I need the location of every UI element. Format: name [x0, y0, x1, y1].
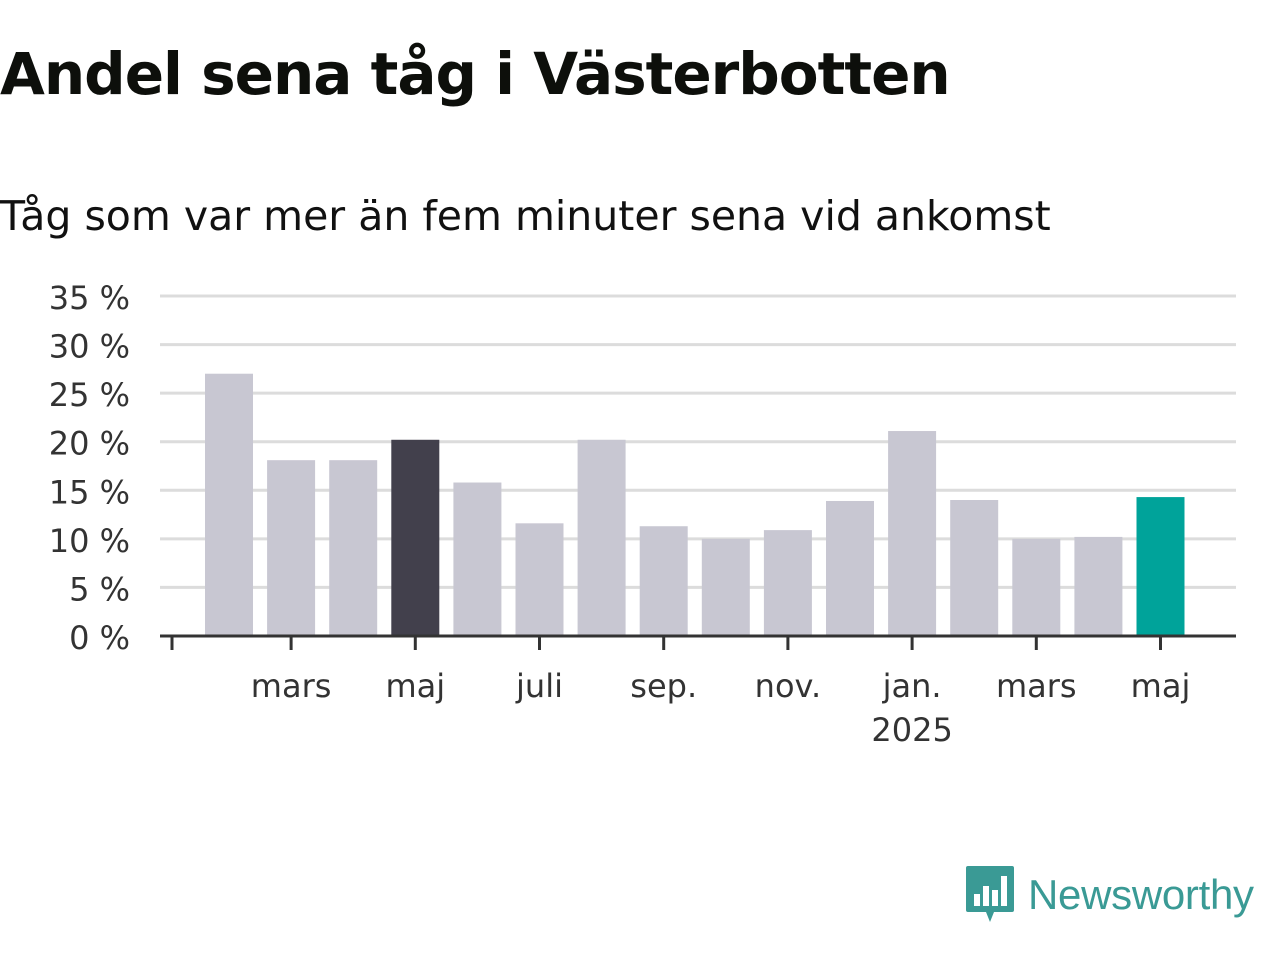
bar — [267, 460, 316, 636]
bar — [1012, 538, 1061, 636]
y-tick-label: 25 % — [49, 376, 130, 414]
bar — [329, 460, 378, 636]
bar — [950, 500, 999, 636]
bar — [826, 500, 874, 636]
axes — [160, 634, 1236, 650]
bar — [1074, 536, 1123, 636]
bar — [763, 530, 812, 636]
newsworthy-logo-icon — [966, 866, 1014, 922]
x-tick-sublabel: 2025 — [871, 711, 952, 749]
bar — [515, 523, 564, 636]
chart-subtitle: Tåg som var mer än fem minuter sena vid … — [0, 192, 1051, 240]
brand-name: Newsworthy — [1028, 871, 1254, 918]
x-tick-label: juli — [515, 667, 563, 705]
bar — [453, 482, 502, 636]
bars — [205, 373, 1185, 636]
bar — [205, 373, 253, 636]
tick-labels: 0 % 5 % 10 % 15 % 20 % 25 % 30 % 35 % mars maj jul… — [49, 279, 1191, 749]
bar — [701, 538, 750, 636]
y-tick-label: 10 % — [49, 522, 130, 560]
x-tick-label: nov. — [755, 667, 821, 705]
bar — [1136, 497, 1185, 636]
bar — [888, 431, 937, 636]
bar — [577, 439, 626, 636]
y-tick-label: 35 % — [49, 279, 130, 317]
bar — [391, 439, 440, 636]
x-tick-label: mars — [251, 667, 332, 705]
x-tick-label: maj — [385, 667, 445, 705]
y-tick-label: 30 % — [49, 328, 130, 366]
bar — [639, 526, 688, 636]
x-tick-label: maj — [1131, 667, 1191, 705]
y-tick-label: 15 % — [49, 473, 130, 511]
y-tick-label: 20 % — [49, 425, 130, 463]
chart-title: Andel sena tåg i Västerbotten — [0, 40, 951, 108]
y-tick-label: 0 % — [69, 619, 130, 657]
newsworthy-logo: Newsworthy — [964, 864, 1254, 926]
x-tick-label: sep. — [630, 667, 697, 705]
y-tick-label: 5 % — [69, 570, 130, 608]
x-tick-label: jan. — [882, 667, 942, 705]
x-tick-label: mars — [996, 667, 1077, 705]
